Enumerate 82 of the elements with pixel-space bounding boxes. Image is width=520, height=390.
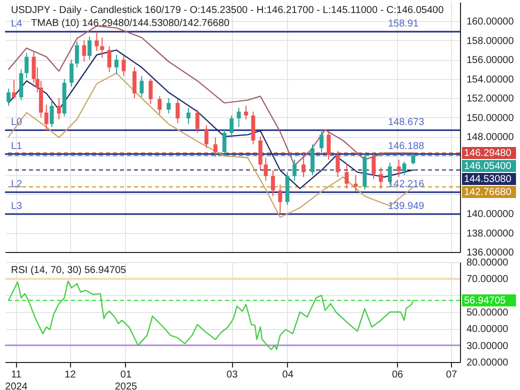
x-tick-label: 01 2025 — [114, 370, 138, 390]
chart-title: RSI (14, 70, 30) 56.94705 — [11, 265, 127, 276]
candlestick — [213, 137, 218, 158]
y-tick-label: 152.00000 — [466, 94, 514, 105]
annotation: 139.949 — [388, 201, 425, 212]
candlestick — [158, 96, 162, 115]
line-series — [8, 280, 414, 350]
candlestick — [326, 131, 331, 160]
x-tick-label: 04 — [282, 370, 294, 380]
y-tick-label: 156.00000 — [466, 55, 514, 66]
candlestick — [50, 100, 54, 128]
candlestick — [114, 54, 118, 75]
candlestick — [24, 52, 29, 78]
annotation: 146.188 — [388, 141, 425, 152]
candlestick — [44, 104, 48, 132]
y-tick-label: 40.00000 — [466, 324, 509, 336]
y-tick-label: 148.00000 — [466, 132, 514, 144]
candlestick — [320, 129, 324, 154]
candlestick — [372, 153, 376, 180]
candlestick — [336, 150, 340, 178]
candlestick — [292, 159, 297, 182]
y-tick-label: 138.00000 — [466, 228, 514, 240]
candlestick — [344, 163, 349, 190]
candlestick — [195, 109, 200, 134]
text: TMAB (10) 146.29480/144.53080/142.76680 — [31, 18, 230, 29]
ref-line-label: 144.53080 — [464, 174, 512, 186]
candlestick — [354, 174, 358, 192]
candlestick — [378, 166, 383, 190]
ref-line-label: L1 — [11, 141, 23, 152]
candlestick — [278, 184, 282, 215]
candlestick — [302, 152, 306, 178]
candlestick — [56, 98, 61, 120]
chart-title: USDJPY - Daily - Candlestick 160/179 - O:145.23500 - H:146.21700 - L:145.11000 - C:146.05400 — [11, 5, 444, 16]
candlestick — [236, 107, 241, 128]
x-tick-label: 12 — [64, 370, 76, 380]
y-tick-label: 70.00000 — [466, 274, 509, 286]
candlestick — [140, 76, 144, 98]
candlestick — [396, 159, 401, 178]
ref-line-label: 146.05400 — [464, 161, 512, 172]
candlestick — [204, 124, 208, 149]
ref-line-label: 142.76680 — [464, 187, 512, 198]
candlestick — [82, 40, 86, 62]
annotation: 158.91 — [388, 18, 420, 30]
ref-line-label: L2 — [11, 179, 23, 190]
ref-line-label: L4 — [11, 18, 23, 30]
y-tick-label: 158.00000 — [466, 36, 514, 47]
annotation: 148.673 — [388, 117, 425, 128]
candlestick — [176, 98, 180, 124]
candlestick — [166, 98, 171, 114]
x-tick-label: 11 2024 — [5, 370, 28, 390]
candlestick — [100, 37, 104, 58]
y-tick-label: 160.00000 — [466, 16, 514, 28]
y-tick-label: 154.00000 — [466, 74, 514, 86]
candlestick — [244, 105, 248, 120]
y-tick-label: 136.00000 — [466, 248, 514, 258]
candlestick — [230, 114, 234, 138]
x-tick-label: 03 — [226, 370, 238, 380]
ref-line-label: 146.29480 — [464, 148, 512, 160]
candlestick — [88, 36, 92, 60]
ref-line-label: L3 — [11, 201, 23, 212]
ref-line-label: 56.94705 — [464, 295, 506, 306]
y-tick-label: 140.00000 — [466, 209, 514, 220]
candlestick — [107, 46, 112, 73]
candlestick — [186, 107, 190, 125]
candlestick — [6, 88, 11, 106]
candlestick — [132, 66, 136, 99]
candlestick — [264, 157, 268, 182]
candlestick — [148, 78, 153, 104]
candlestick — [270, 170, 275, 197]
x-tick-label: 07 — [446, 370, 458, 380]
candlestick — [94, 31, 99, 52]
candlestick — [74, 40, 79, 68]
candlestick — [122, 55, 126, 77]
y-tick-label: 150.00000 — [466, 112, 514, 124]
y-tick-label: 50.00000 — [466, 308, 509, 318]
x-tick-label: 06 — [392, 370, 404, 380]
candlestick — [402, 161, 406, 176]
y-tick-label: 30.00000 — [466, 340, 509, 352]
y-tick-label: 80.00000 — [466, 258, 509, 268]
candlestick — [70, 59, 74, 88]
y-tick-label: 20.00000 — [466, 358, 509, 368]
candlestick — [12, 79, 16, 100]
